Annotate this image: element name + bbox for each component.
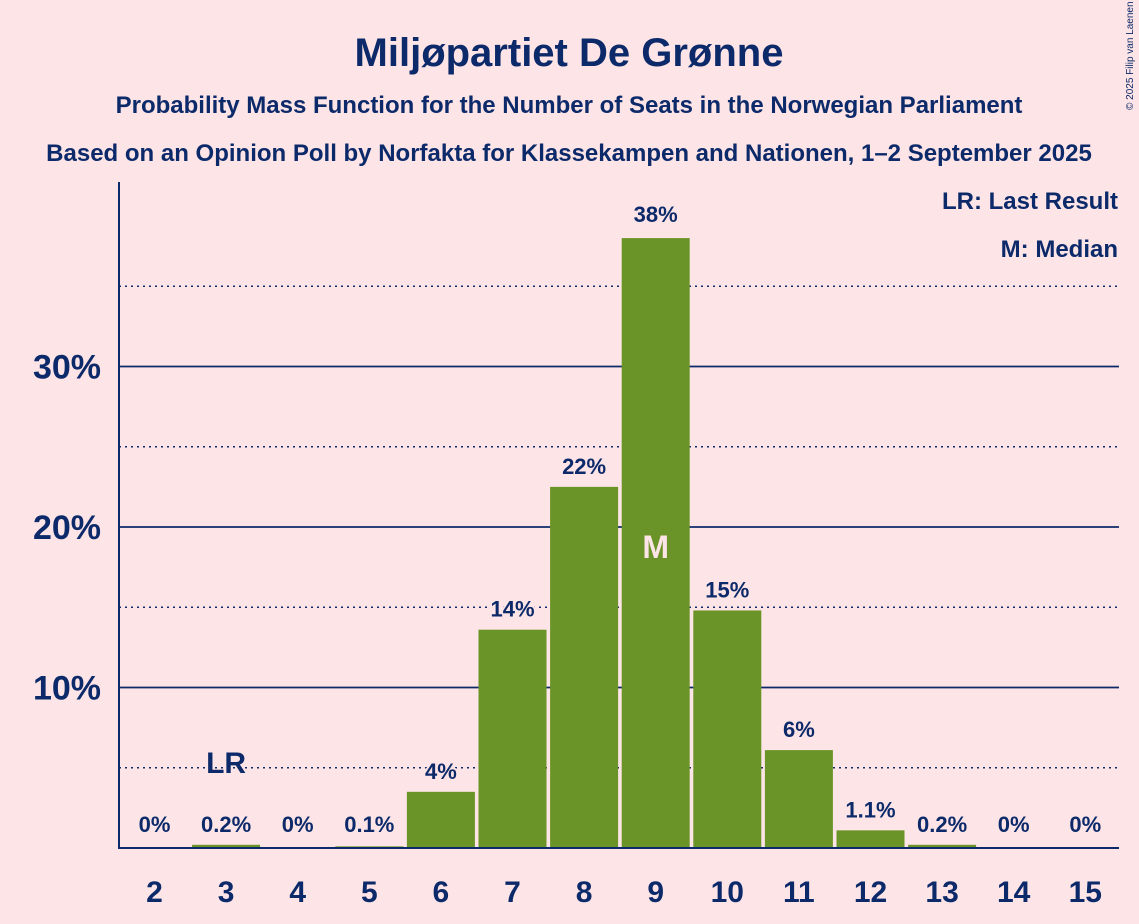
chart-title: Miljøpartiet De Grønne	[355, 31, 784, 75]
bar-seats-9	[621, 238, 690, 849]
bar-value-label: 0%	[998, 812, 1030, 837]
bar-value-label: 38%	[634, 202, 678, 227]
x-tick-label: 7	[504, 876, 521, 909]
y-tick-label: 10%	[33, 670, 101, 708]
bar-value-label: 0%	[1069, 812, 1101, 837]
bar-seats-6	[406, 791, 475, 848]
copyright-note: © 2025 Filip van Laenen	[1125, 1, 1136, 110]
x-tick-label: 8	[576, 876, 593, 909]
chart-subtitle: Probability Mass Function for the Number…	[116, 92, 1023, 119]
x-tick-label: 3	[218, 876, 235, 909]
x-tick-label: 9	[647, 876, 664, 909]
x-tick-label: 4	[289, 876, 306, 909]
x-tick-labels-group: 2 3 4 5 6 7 8 9 10 11 12 13 14 15	[146, 876, 1102, 909]
bar-value-label: 0.2%	[201, 812, 251, 837]
y-tick-label: 30%	[33, 349, 101, 387]
bar-value-label: 1.1%	[845, 797, 895, 822]
y-tick-label: 20%	[33, 509, 101, 547]
bar-value-label: 15%	[705, 577, 749, 602]
bar-value-label: 4%	[425, 759, 457, 784]
y-tick-labels-group: 10% 20% 30%	[33, 349, 101, 708]
x-tick-label: 2	[146, 876, 163, 909]
x-tick-label: 12	[854, 876, 887, 909]
x-tick-label: 5	[361, 876, 378, 909]
x-tick-label: 10	[711, 876, 744, 909]
grid-lines	[119, 285, 1119, 769]
bar-value-label: 22%	[562, 454, 606, 479]
x-tick-label: 11	[783, 876, 815, 909]
bar-labels-group: 0% 0.2% LR 0% 0.1% 4% 14% 22% 38% M 15% 6% 1.1% 0.2% 0…	[137, 200, 1104, 839]
last-result-marker: LR	[206, 747, 246, 780]
legend-median: M: Median	[1001, 236, 1118, 263]
bar-value-label: 0.2%	[917, 812, 967, 837]
bar-seats-7	[478, 629, 547, 848]
bar-seats-12	[836, 830, 905, 848]
legend-last-result: LR: Last Result	[942, 188, 1118, 215]
bar-seats-10	[693, 610, 762, 848]
bar-seats-11	[764, 750, 833, 848]
x-tick-label: 6	[433, 876, 450, 909]
bars-group	[192, 238, 977, 849]
bar-seats-13	[908, 844, 977, 848]
x-tick-label: 14	[997, 876, 1031, 909]
x-tick-label: 15	[1069, 876, 1102, 909]
bar-seats-8	[550, 486, 619, 848]
bar-seats-3	[192, 844, 261, 848]
chart-source-line: Based on an Opinion Poll by Norfakta for…	[46, 140, 1092, 167]
bar-value-label: 0%	[139, 812, 171, 837]
bar-value-label: 0.1%	[344, 812, 394, 837]
bar-value-label: 0%	[282, 812, 314, 837]
bar-value-label: 6%	[783, 717, 815, 742]
median-marker: M	[642, 529, 669, 565]
bar-value-label: 14%	[490, 597, 534, 622]
x-tick-label: 13	[925, 876, 958, 909]
